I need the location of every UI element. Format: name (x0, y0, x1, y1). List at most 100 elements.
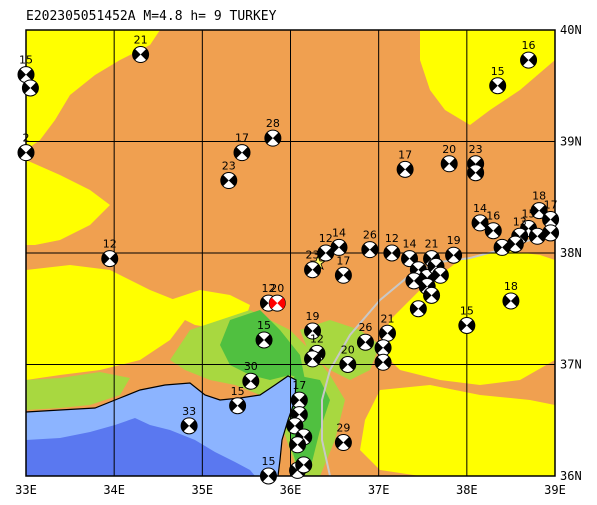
depth-label: 23 (306, 249, 320, 262)
focal-mechanism (304, 350, 322, 368)
focal-mechanism (528, 227, 546, 245)
depth-label: 17 (336, 254, 350, 267)
focal-mechanism (401, 250, 419, 268)
focal-mechanism (339, 356, 357, 373)
depth-label: 17 (235, 132, 249, 145)
depth-label: 21 (134, 34, 148, 47)
focal-mechanism (374, 353, 392, 371)
depth-label: 21 (380, 312, 394, 325)
depth-label: 26 (363, 229, 377, 242)
depth-label: 17 (398, 148, 412, 161)
longitude-label: 39E (544, 483, 566, 497)
depth-label: 26 (358, 321, 372, 334)
focal-mechanism (101, 250, 119, 268)
focal-mechanism (409, 300, 427, 318)
map-title: E202305051452A M=4.8 h= 9 TURKEY (26, 9, 277, 24)
focal-mechanism (17, 66, 35, 84)
focal-mechanism (484, 222, 502, 240)
focal-mechanism (440, 155, 458, 173)
depth-label: 33 (182, 405, 196, 418)
depth-label: 14 (332, 226, 346, 239)
focal-mechanism (242, 372, 260, 390)
latitude-label: 37N (560, 358, 582, 372)
depth-label: 29 (336, 422, 350, 435)
depth-label: 16 (486, 210, 500, 223)
longitude-label: 36E (280, 483, 302, 497)
focal-mechanism (542, 224, 560, 242)
depth-label: 23 (222, 160, 236, 173)
depth-label: 21 (425, 238, 439, 251)
latitude-label: 36N (560, 469, 582, 483)
depth-label: 15 (491, 65, 505, 78)
focal-mechanism (255, 331, 273, 349)
focal-mechanism (259, 467, 277, 485)
depth-label: 14 (403, 238, 417, 251)
longitude-labels: 33E 34E 35E 36E 37E 38E 39E (15, 483, 566, 497)
focal-mechanism (334, 266, 352, 284)
depth-label: 17 (292, 379, 306, 392)
depth-label: 18 (532, 190, 546, 203)
focal-mechanism (290, 391, 308, 409)
focal-mechanism (489, 77, 507, 95)
target-focal-mechanism (268, 294, 286, 312)
focal-mechanism (17, 144, 35, 162)
depth-label: 15 (257, 319, 271, 332)
focal-mechanism (361, 241, 379, 259)
focal-mechanism (467, 164, 485, 182)
focal-mechanism (471, 214, 489, 232)
depth-label: 28 (266, 117, 280, 130)
focal-mechanism (317, 244, 335, 262)
depth-label: 20 (341, 344, 355, 357)
depth-label: 12 (261, 282, 275, 295)
focal-mechanism (374, 339, 392, 357)
depth-label: 30 (244, 360, 258, 373)
depth-label: 20 (442, 143, 456, 156)
depth-label: 2 (23, 132, 30, 145)
depth-label: 17 (544, 199, 558, 212)
latitude-label: 38N (560, 246, 582, 260)
depth-label: 15 (261, 455, 275, 468)
focal-mechanism (330, 238, 348, 256)
focal-mechanism (458, 316, 476, 334)
depth-label: 19 (447, 234, 461, 247)
latitude-label: 39N (560, 135, 582, 149)
longitude-label: 37E (368, 483, 390, 497)
focal-mechanism (132, 46, 150, 64)
depth-label: 13 (513, 215, 527, 228)
longitude-label: 38E (456, 483, 478, 497)
latitude-labels: 36N 37N 38N 39N 40N (560, 23, 582, 483)
target-event: 20 (268, 282, 286, 312)
depth-label: 12 (319, 232, 333, 245)
focal-mechanism (493, 238, 511, 256)
focal-mechanism (21, 79, 39, 97)
focal-mechanism (356, 333, 374, 351)
focal-mechanism (304, 322, 322, 340)
focal-mechanism (502, 292, 520, 310)
depth-label: 19 (306, 310, 320, 323)
focal-mechanism (286, 417, 304, 435)
longitude-label: 35E (191, 483, 213, 497)
focal-mechanism (334, 434, 352, 452)
highland-yellow-areas (26, 30, 555, 476)
focal-mechanism (396, 160, 414, 178)
depth-label: 23 (469, 143, 483, 156)
longitude-label: 34E (103, 483, 125, 497)
depth-label: 18 (504, 280, 518, 293)
longitude-label: 33E (15, 483, 37, 497)
depth-label: 15 (460, 304, 474, 317)
depth-label: 12 (385, 232, 399, 245)
focal-mechanism (289, 436, 307, 454)
depth-label: 16 (522, 39, 536, 52)
depth-label: 15 (19, 54, 33, 67)
focal-mechanism (520, 51, 538, 69)
focal-mechanism (229, 397, 247, 415)
focal-mechanism (378, 324, 396, 342)
focal-mechanism (220, 172, 238, 190)
depth-label: 12 (310, 332, 324, 345)
depth-label: 15 (522, 207, 536, 220)
depth-label: 14 (473, 202, 487, 215)
depth-label: 15 (231, 385, 245, 398)
